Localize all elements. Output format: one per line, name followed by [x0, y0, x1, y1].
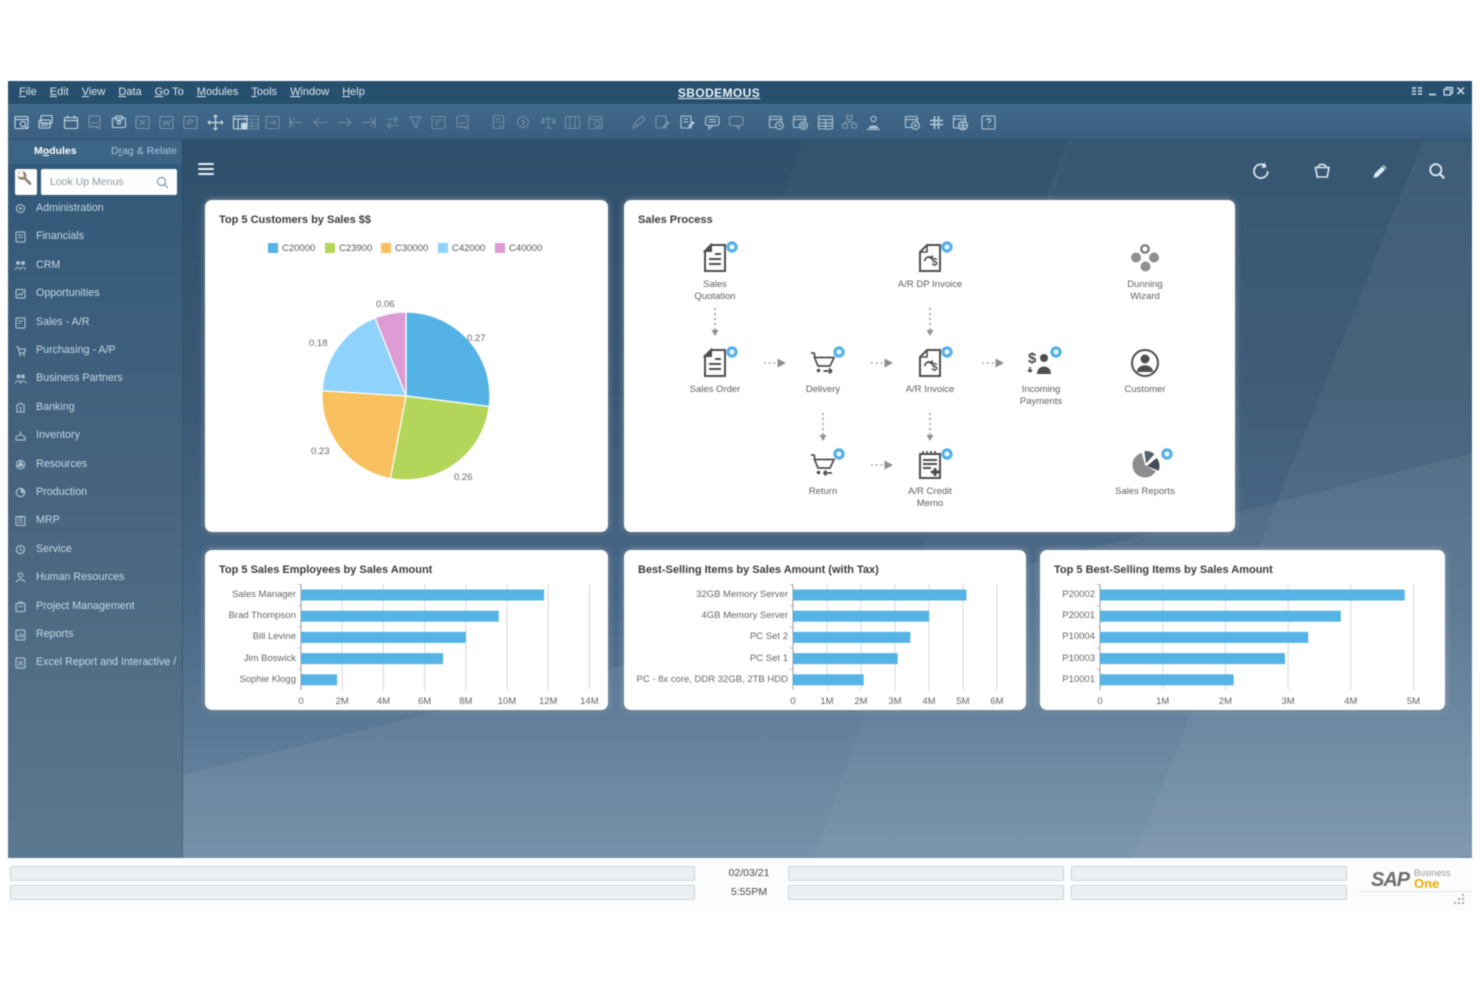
- svg-text:$: $: [932, 362, 938, 374]
- svg-text:$: $: [932, 257, 938, 269]
- svg-text:$: $: [1028, 350, 1037, 367]
